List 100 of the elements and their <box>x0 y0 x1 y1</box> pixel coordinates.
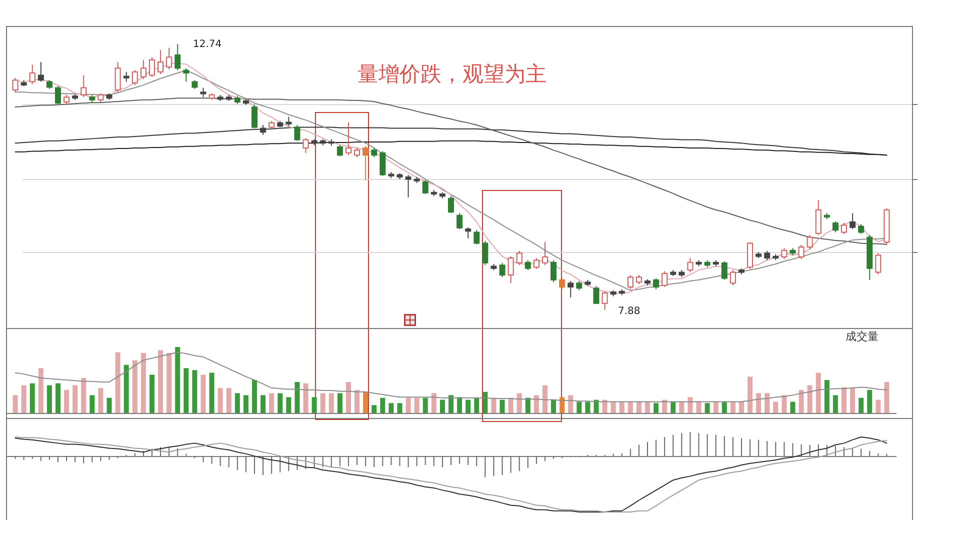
bar <box>654 403 659 413</box>
candlestick <box>559 278 566 290</box>
candlestick <box>260 124 266 136</box>
candlestick <box>687 258 694 273</box>
bar <box>560 397 565 413</box>
candlestick <box>54 86 61 105</box>
candlestick <box>123 71 130 82</box>
bar <box>576 402 582 413</box>
candlestick <box>550 260 557 283</box>
bar <box>457 397 462 413</box>
bar <box>354 390 360 413</box>
bar <box>482 392 488 413</box>
candlestick <box>815 199 822 236</box>
candlestick <box>781 248 788 260</box>
bar <box>551 400 556 413</box>
bar <box>628 402 633 413</box>
bar <box>406 398 411 413</box>
candlestick <box>576 280 582 291</box>
bar <box>798 390 804 413</box>
candlestick <box>12 77 18 93</box>
bar <box>98 388 104 413</box>
bar <box>12 395 18 413</box>
chart-title: 成交量 <box>846 330 878 343</box>
candlestick <box>653 278 660 290</box>
bar <box>200 374 206 413</box>
bar <box>106 398 112 413</box>
bar <box>30 383 35 413</box>
candlestick <box>474 230 480 245</box>
bar <box>140 352 146 413</box>
candlestick <box>64 94 70 105</box>
bar <box>337 393 342 413</box>
bar <box>466 400 471 413</box>
bar <box>704 403 710 413</box>
candlestick <box>875 252 882 275</box>
bar <box>842 387 847 413</box>
candlestick <box>456 212 463 230</box>
bar <box>286 397 292 413</box>
candlestick <box>764 250 770 261</box>
bar <box>422 398 428 413</box>
candlestick <box>568 280 574 298</box>
bar <box>234 393 240 413</box>
bar <box>320 393 326 413</box>
bar <box>807 385 812 413</box>
bar <box>260 395 266 413</box>
bar <box>500 400 505 413</box>
candlestick <box>636 274 642 285</box>
bar <box>21 385 26 413</box>
bar <box>508 398 514 413</box>
bar <box>303 383 308 413</box>
bar <box>166 352 172 413</box>
candlestick <box>302 138 309 154</box>
bar <box>610 402 616 413</box>
candlestick <box>524 260 531 271</box>
bar <box>192 370 198 413</box>
bar <box>832 395 838 413</box>
bar <box>876 400 881 413</box>
candlestick <box>806 234 813 250</box>
bar <box>679 402 684 413</box>
bar <box>594 400 599 413</box>
bar <box>816 372 821 413</box>
candlestick <box>422 180 428 194</box>
candlestick <box>174 44 181 71</box>
candlestick <box>371 147 378 158</box>
candlestick <box>183 68 190 82</box>
bar <box>184 368 189 413</box>
bar <box>269 393 274 413</box>
bar <box>278 393 283 413</box>
bar <box>243 395 248 413</box>
bar <box>738 402 744 413</box>
bar <box>294 382 300 413</box>
candlestick <box>832 220 838 233</box>
candlestick <box>516 250 522 266</box>
candlestick <box>336 144 343 157</box>
candlestick <box>158 50 164 75</box>
bar <box>46 385 52 413</box>
bar <box>748 376 753 413</box>
candlestick <box>508 256 514 284</box>
bar <box>722 402 727 413</box>
candlestick <box>448 196 454 214</box>
bar <box>730 402 736 413</box>
candlestick <box>294 124 300 142</box>
bar <box>474 398 480 413</box>
candlestick <box>730 270 736 286</box>
candlestick <box>251 104 258 129</box>
bar <box>696 402 702 413</box>
bar <box>363 392 368 413</box>
bar <box>397 403 402 413</box>
candlestick <box>593 285 600 304</box>
bar <box>64 390 70 413</box>
candlestick <box>38 62 44 82</box>
bar <box>328 393 334 413</box>
bar <box>867 390 872 413</box>
candlestick <box>662 270 668 288</box>
bar <box>850 388 856 413</box>
candlestick <box>542 242 548 266</box>
candlestick <box>148 56 155 78</box>
candlestick <box>850 212 856 230</box>
bar <box>115 352 120 413</box>
bar <box>226 388 232 413</box>
bar <box>516 393 522 413</box>
